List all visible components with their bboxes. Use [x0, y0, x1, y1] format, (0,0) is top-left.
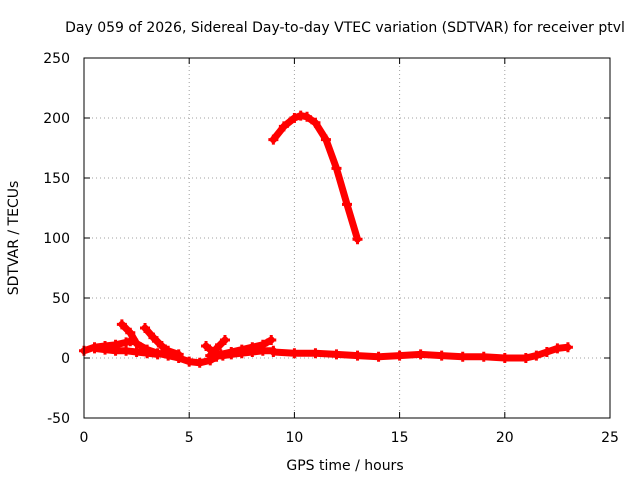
- data-point: [116, 319, 127, 330]
- data-point: [215, 349, 226, 360]
- data-point: [352, 350, 363, 361]
- data-point: [140, 323, 151, 333]
- data-point: [268, 134, 279, 145]
- series-layer: [79, 110, 573, 368]
- data-point: [201, 341, 212, 351]
- data-point: [219, 335, 230, 345]
- data-point: [156, 341, 167, 351]
- data-point: [478, 351, 489, 362]
- data-point: [278, 121, 289, 132]
- data-point: [257, 339, 268, 350]
- y-axis-label: SDTVAR / TECUs: [6, 181, 22, 296]
- data-point: [373, 351, 384, 362]
- data-point: [562, 342, 573, 353]
- chart-title: Day 059 of 2026, Sidereal Day-to-day VTE…: [65, 20, 625, 36]
- data-point: [247, 342, 258, 353]
- data-point: [194, 357, 205, 368]
- data-point: [531, 350, 542, 361]
- data-point: [436, 350, 447, 361]
- data-point: [226, 347, 237, 357]
- data-point: [268, 347, 279, 357]
- data-point: [142, 348, 153, 359]
- series-line-arc-9: [269, 112, 361, 243]
- data-point: [394, 350, 405, 361]
- data-point: [302, 111, 313, 122]
- data-point: [89, 343, 100, 354]
- y-tick-label: 250: [43, 51, 70, 67]
- data-point: [320, 134, 331, 145]
- y-tick-label: 50: [52, 291, 70, 307]
- data-point: [331, 349, 342, 360]
- data-point: [310, 348, 321, 359]
- data-point: [499, 353, 510, 363]
- data-point: [310, 117, 321, 128]
- x-axis-label: GPS time / hours: [286, 458, 403, 474]
- data-point: [331, 163, 342, 174]
- data-point: [148, 332, 159, 343]
- tick-layer: 0 5 10 15 20 25 -50 0 50 100 150 200 250: [43, 51, 619, 446]
- data-point: [289, 348, 300, 359]
- y-tick-label: 100: [43, 231, 70, 247]
- data-point: [266, 335, 277, 345]
- y-tick-label: 150: [43, 171, 70, 187]
- data-point: [211, 343, 222, 354]
- data-point: [541, 347, 552, 357]
- y-tick-label: 200: [43, 111, 70, 127]
- x-tick-label: 20: [496, 430, 514, 446]
- data-point: [152, 349, 163, 360]
- data-point: [205, 350, 216, 361]
- data-point: [100, 344, 111, 355]
- data-point: [184, 356, 195, 367]
- y-tick-label: -50: [47, 411, 70, 427]
- data-point: [552, 343, 563, 354]
- data-point: [352, 234, 363, 245]
- y-tick-label: 0: [61, 351, 70, 367]
- plot-frame: [83, 57, 611, 419]
- data-point: [415, 349, 426, 360]
- data-point: [520, 353, 531, 363]
- data-point: [342, 199, 352, 210]
- data-point: [173, 349, 184, 360]
- data-point: [289, 113, 300, 123]
- data-point: [121, 345, 132, 356]
- data-point: [457, 351, 468, 362]
- x-tick-label: 10: [285, 430, 303, 446]
- grid-layer: [84, 58, 610, 418]
- data-point: [131, 347, 142, 357]
- data-point: [236, 344, 247, 355]
- x-tick-label: 15: [391, 430, 409, 446]
- x-tick-label: 0: [80, 430, 89, 446]
- x-tick-label: 5: [185, 430, 194, 446]
- data-point: [125, 327, 136, 338]
- data-point: [110, 345, 121, 356]
- x-tick-label: 25: [601, 430, 619, 446]
- data-point: [131, 338, 142, 349]
- data-point: [163, 345, 174, 356]
